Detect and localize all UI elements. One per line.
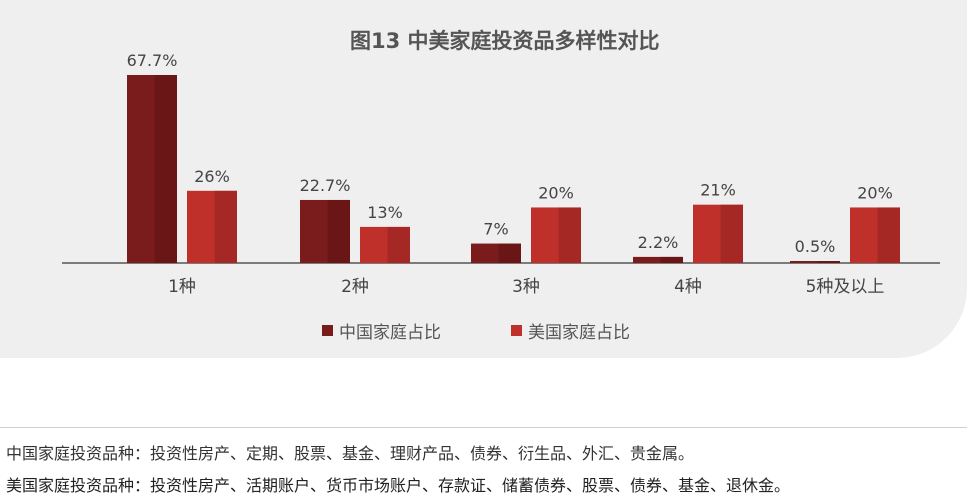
data-label-china-3: 7% (483, 220, 508, 239)
bar-chart: 67.7% 26% 1种 22.7% 13% 2种 7% 20% 3种 2.2% 21% 4种 0.5%… (62, 51, 940, 297)
category-label-1: 1种 (168, 277, 196, 297)
bar-shade-usa-3 (558, 207, 581, 263)
notes: 中国家庭投资品种：投资性房产、定期、股票、基金、理财产品、债券、衍生品、外汇、贵… (0, 427, 967, 504)
data-label-usa-4: 21% (700, 181, 736, 200)
note-china-investments: 中国家庭投资品种：投资性房产、定期、股票、基金、理财产品、债券、衍生品、外汇、贵… (6, 444, 695, 463)
bar-shade-china-5 (817, 261, 840, 263)
data-label-usa-1: 26% (194, 167, 230, 186)
legend-swatch-usa (511, 325, 522, 336)
bar-shade-usa-1 (214, 190, 237, 263)
bar-china-5 (790, 261, 840, 263)
data-label-china-1: 67.7% (127, 51, 178, 70)
category-label-4: 4种 (674, 277, 702, 297)
category-label-3: 3种 (512, 277, 540, 297)
category-label-5: 5种及以上 (806, 277, 885, 297)
note-usa-investments: 美国家庭投资品种：投资性房产、活期账户、货币市场账户、存款证、储蓄债券、股票、债… (6, 476, 791, 495)
chart-title: 图13 中美家庭投资品多样性对比 (350, 29, 660, 53)
data-label-usa-3: 20% (538, 183, 574, 202)
bar-shade-usa-2 (387, 226, 410, 263)
legend-label-china: 中国家庭占比 (339, 323, 441, 343)
legend-swatch-china (322, 325, 333, 336)
bar-shade-usa-4 (720, 204, 743, 263)
category-label-2: 2种 (341, 277, 369, 297)
legend-item-usa: 美国家庭占比 (511, 318, 630, 343)
data-label-china-5: 0.5% (795, 237, 836, 256)
data-label-china-2: 22.7% (300, 176, 351, 195)
bar-china-4 (633, 256, 683, 263)
bar-shade-china-4 (660, 256, 683, 263)
legend-item-china: 中国家庭占比 (322, 318, 441, 343)
legend-label-usa: 美国家庭占比 (528, 323, 630, 343)
bar-shade-china-2 (327, 199, 350, 263)
legend: 中国家庭占比 美国家庭占比 (322, 318, 630, 343)
bar-shade-china-1 (154, 75, 177, 263)
bar-shade-china-3 (498, 243, 521, 263)
data-label-usa-5: 20% (857, 183, 893, 202)
bar-shade-usa-5 (877, 207, 900, 263)
data-label-china-4: 2.2% (638, 233, 679, 252)
data-label-usa-2: 13% (367, 203, 403, 222)
